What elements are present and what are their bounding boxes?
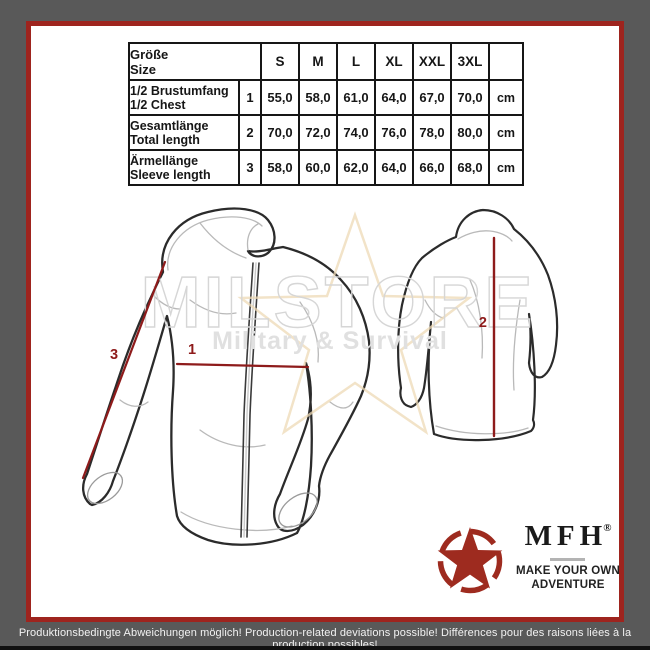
cell-value: 66,0 <box>412 149 453 186</box>
col-size-m: M <box>298 42 339 81</box>
brand-text: MFH <box>524 520 608 552</box>
table-row-total-length: Gesamtlänge Total length 2 70,0 72,0 74,… <box>128 114 525 151</box>
col-size-3xl: 3XL <box>450 42 491 81</box>
jacket-back-details <box>424 230 529 435</box>
watermark-title: MILSTORE <box>141 263 536 343</box>
cell-value: 72,0 <box>298 114 339 151</box>
table-row-sleeve-length: Ärmellänge Sleeve length 3 58,0 60,0 62,… <box>128 149 525 186</box>
measurement-labels: 1 3 2 <box>110 315 487 363</box>
table-header-row: Größe Size S M L XL XXL 3XL <box>127 42 525 81</box>
cell-unit: cm <box>488 149 525 186</box>
col-size-xl: XL <box>374 42 415 81</box>
tagline-line1: MAKE YOUR OWN <box>516 565 620 577</box>
sleeve-measure-line <box>81 260 167 480</box>
col-size-s: S <box>260 42 301 81</box>
cell-value: 55,0 <box>260 79 301 116</box>
cell-value: 64,0 <box>374 149 415 186</box>
sleeve-measure-label: 3 <box>110 347 118 363</box>
back-length-measure-label: 2 <box>479 315 487 331</box>
row-num: 1 <box>237 79 263 116</box>
chest-measure-label: 1 <box>188 342 196 358</box>
production-notice: Produktionsbedingte Abweichungen möglich… <box>18 627 632 650</box>
col-size-l: L <box>336 42 377 81</box>
cell-value: 62,0 <box>336 149 377 186</box>
jacket-front-view <box>82 207 371 546</box>
row-num: 3 <box>237 149 263 186</box>
cell-value: 70,0 <box>450 79 491 116</box>
table-row-chest: 1/2 Brustumfang 1/2 Chest 1 55,0 58,0 61… <box>128 79 525 116</box>
jacket-front-details <box>86 216 354 531</box>
watermark-star-emblem <box>237 211 473 436</box>
jacket-back-view <box>397 208 559 442</box>
row-label-chest-en: 1/2 Chest <box>130 97 186 112</box>
cell-value: 74,0 <box>336 114 377 151</box>
row-label-sleeve-en: Sleeve length <box>130 167 211 182</box>
row-label-total-de: Gesamtlänge <box>130 118 209 133</box>
row-num: 2 <box>237 114 263 151</box>
cell-value: 64,0 <box>374 79 415 116</box>
cell-value: 76,0 <box>374 114 415 151</box>
cell-value: 58,0 <box>260 149 301 186</box>
cell-unit: cm <box>488 79 525 116</box>
cell-value: 60,0 <box>298 149 339 186</box>
cell-value: 61,0 <box>336 79 377 116</box>
cell-value: 58,0 <box>298 79 339 116</box>
cell-value: 78,0 <box>412 114 453 151</box>
brand-name: MFH® <box>518 520 618 553</box>
cell-value: 67,0 <box>412 79 453 116</box>
mfh-star-icon <box>437 527 503 594</box>
col-unit-header <box>488 42 525 81</box>
row-label-sleeve-length: Ärmellänge Sleeve length <box>128 149 240 186</box>
size-header-de: Größe <box>130 46 169 62</box>
cell-value: 80,0 <box>450 114 491 151</box>
brand-tagline: MAKE YOUR OWN ADVENTURE <box>510 565 626 592</box>
bottom-edge-strip <box>0 646 650 650</box>
cell-unit: cm <box>488 114 525 151</box>
row-label-sleeve-de: Ärmellänge <box>130 153 199 168</box>
logo-divider <box>550 558 585 561</box>
col-size-xxl: XXL <box>412 42 453 81</box>
cell-value: 68,0 <box>450 149 491 186</box>
size-header-cell: Größe Size <box>127 42 263 81</box>
watermark-subtitle: Military & Survival <box>212 327 448 355</box>
chest-measure-line <box>175 362 310 369</box>
size-header-en: Size <box>130 61 157 77</box>
tagline-line2: ADVENTURE <box>531 578 605 591</box>
row-label-total-en: Total length <box>130 132 200 147</box>
row-label-chest: 1/2 Brustumfang 1/2 Chest <box>128 79 240 116</box>
measurement-lines <box>81 236 496 480</box>
row-label-chest-de: 1/2 Brustumfang <box>130 83 229 98</box>
registered-mark: ® <box>603 522 612 534</box>
row-label-total-length: Gesamtlänge Total length <box>128 114 240 151</box>
size-table: Größe Size S M L XL XXL 3XL 1/2 Brustumf… <box>127 42 525 186</box>
mfh-logo: MFH® MAKE YOUR OWN ADVENTURE <box>434 520 620 602</box>
cell-value: 70,0 <box>260 114 301 151</box>
